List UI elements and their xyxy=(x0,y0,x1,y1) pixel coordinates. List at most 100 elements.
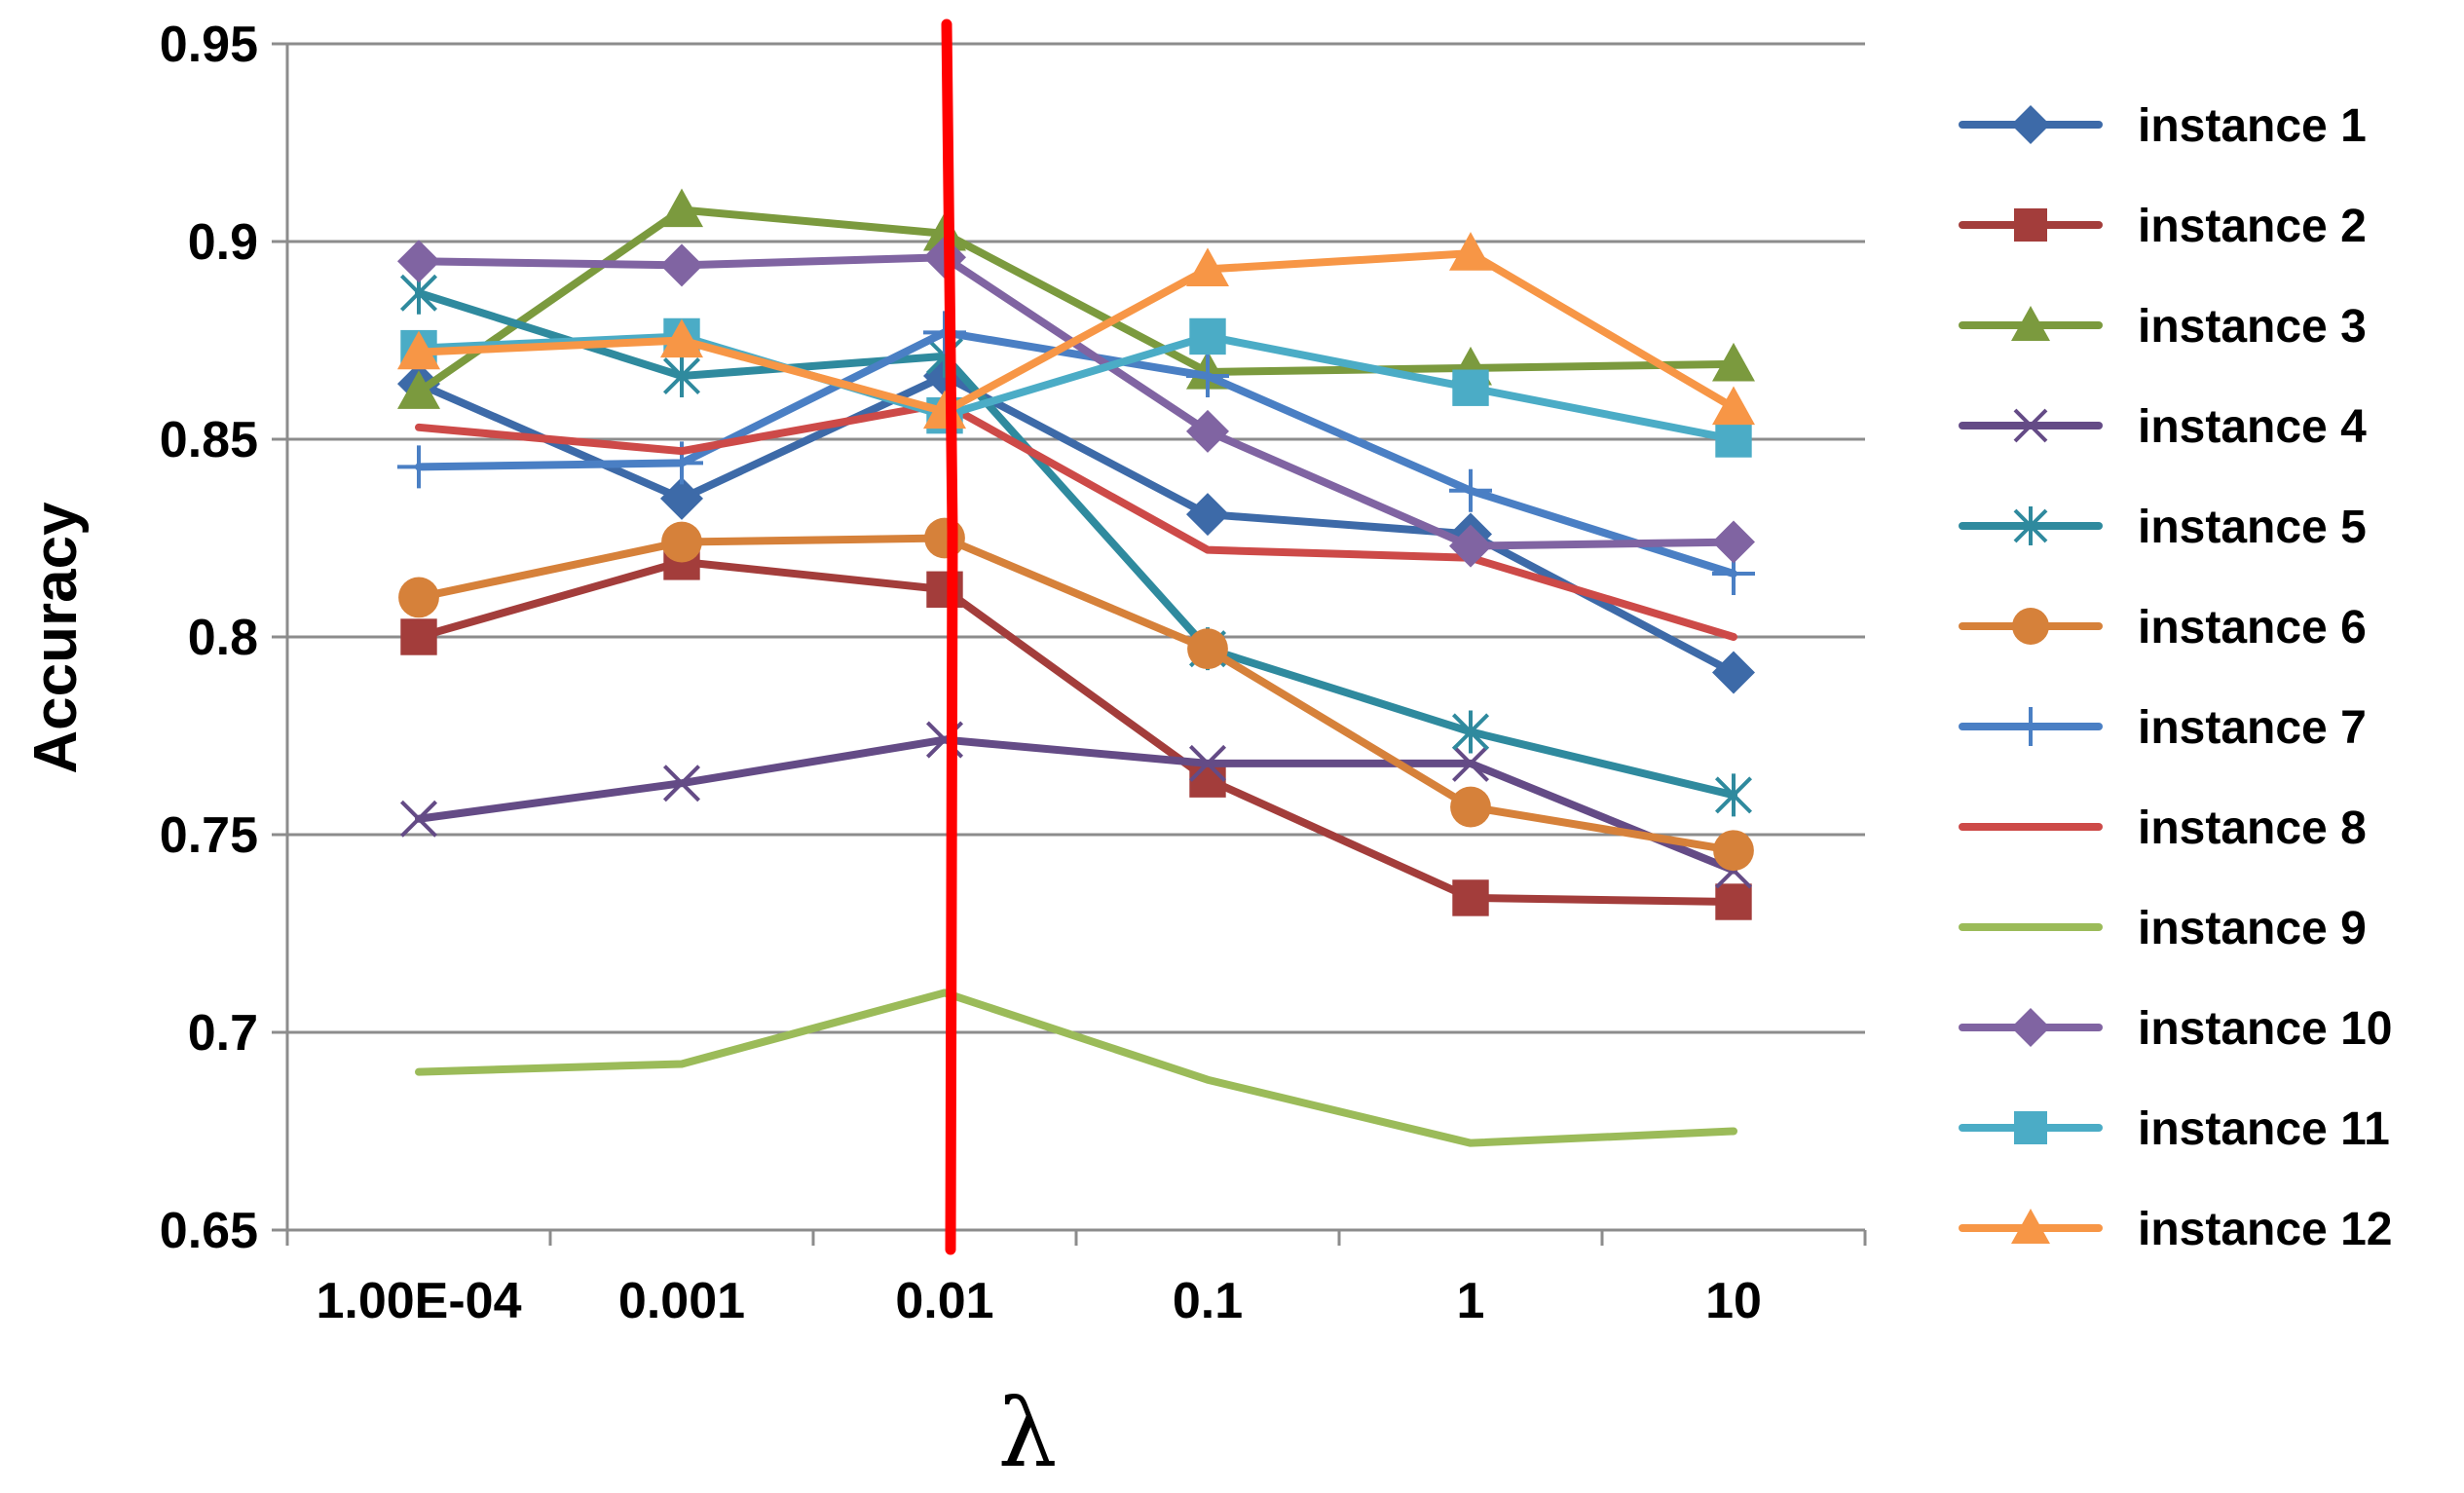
legend-label: instance 10 xyxy=(2138,1003,2392,1055)
legend-marker xyxy=(2011,105,2050,144)
data-point xyxy=(1188,744,1227,782)
x-tick-label: 0.1 xyxy=(1173,1273,1243,1329)
series-2 xyxy=(400,543,1752,920)
series-line xyxy=(415,557,1737,907)
legend-label: instance 9 xyxy=(2138,903,2367,954)
data-point xyxy=(400,618,437,655)
legend-marker xyxy=(2011,1209,2050,1244)
x-tick-label: 1.00E-04 xyxy=(316,1273,521,1329)
data-point xyxy=(1449,232,1492,271)
legend-marker xyxy=(2011,707,2050,746)
data-point xyxy=(662,765,701,802)
legend-label: instance 1 xyxy=(2138,100,2367,152)
legend-label: instance 8 xyxy=(2138,802,2367,854)
series-line xyxy=(415,989,1737,1147)
data-point xyxy=(1186,247,1229,287)
y-tick-label: 0.85 xyxy=(160,412,258,468)
reference-line-layer xyxy=(941,19,958,1255)
legend-label: instance 5 xyxy=(2138,502,2367,553)
legend: instance 1 instance 2 instance 3 instance 4… xyxy=(1959,100,2392,1255)
legend-marker xyxy=(2014,208,2047,242)
series-line xyxy=(415,332,1737,443)
legend-item: instance 7 xyxy=(1959,702,2367,754)
data-point xyxy=(1452,879,1489,916)
legend-item: instance 5 xyxy=(1959,502,2367,553)
legend-item: instance 11 xyxy=(1959,1103,2390,1155)
y-axis-label: Accuracy xyxy=(22,502,90,774)
legend-item: instance 12 xyxy=(1959,1204,2392,1255)
data-point xyxy=(1712,520,1755,564)
data-point xyxy=(1712,342,1755,382)
data-point xyxy=(397,370,440,409)
y-tick-label: 0.8 xyxy=(188,610,258,666)
data-point xyxy=(1715,883,1752,920)
data-point xyxy=(397,330,440,370)
legend-label: instance 4 xyxy=(2138,401,2367,453)
legend-item: instance 1 xyxy=(1959,100,2367,152)
y-tick-label: 0.7 xyxy=(188,1005,258,1062)
series-9 xyxy=(415,989,1737,1147)
data-point xyxy=(399,800,438,838)
legend-label: instance 7 xyxy=(2138,702,2367,754)
series-line xyxy=(415,735,1737,875)
series-line xyxy=(415,288,1737,800)
x-tick-label: 0.01 xyxy=(895,1273,993,1329)
y-tick-label: 0.75 xyxy=(160,807,258,864)
data-point xyxy=(1451,710,1490,754)
legend-label: instance 2 xyxy=(2138,201,2367,252)
series-line xyxy=(415,249,1737,416)
legend-item: instance 4 xyxy=(1959,401,2367,453)
legend-marker xyxy=(2012,608,2049,645)
legend-label: instance 6 xyxy=(2138,602,2367,653)
series-8 xyxy=(415,399,1737,641)
y-tick-label: 0.95 xyxy=(160,17,258,73)
data-point xyxy=(660,188,703,228)
legend-marker xyxy=(2011,1008,2050,1047)
series-line xyxy=(415,328,1737,579)
data-point xyxy=(1712,651,1755,694)
legend-label: instance 12 xyxy=(2138,1204,2392,1255)
data-point xyxy=(1450,786,1491,828)
series-line xyxy=(415,372,1737,677)
legend-label: instance 11 xyxy=(2138,1103,2390,1155)
series-line xyxy=(415,205,1737,396)
data-point xyxy=(1449,524,1492,568)
data-point xyxy=(1186,355,1229,398)
series-layer xyxy=(397,188,1755,1147)
series-7 xyxy=(397,311,1755,596)
data-point xyxy=(660,318,703,358)
data-point xyxy=(1715,421,1752,458)
legend-marker xyxy=(2013,506,2048,545)
legend-marker xyxy=(2014,1111,2047,1144)
series-6 xyxy=(398,517,1754,872)
reference-line xyxy=(941,19,958,1255)
legend-marker xyxy=(2013,408,2048,443)
data-point xyxy=(1186,409,1229,453)
legend-item: instance 9 xyxy=(1959,903,2367,954)
series-line xyxy=(415,399,1737,641)
data-point xyxy=(397,445,440,489)
x-tick-label: 0.001 xyxy=(618,1273,745,1329)
data-point xyxy=(1449,468,1492,512)
legend-item: instance 3 xyxy=(1959,301,2367,353)
data-point xyxy=(660,243,703,287)
data-point xyxy=(1452,369,1489,406)
data-point xyxy=(662,355,701,398)
data-point xyxy=(1189,317,1226,355)
data-point xyxy=(1713,830,1754,872)
legend-item: instance 8 xyxy=(1959,802,2367,854)
legend-marker xyxy=(2011,306,2050,341)
legend-item: instance 2 xyxy=(1959,201,2367,252)
data-point xyxy=(397,240,440,283)
data-point xyxy=(661,521,702,563)
data-point xyxy=(1186,493,1229,537)
data-point xyxy=(1187,628,1228,670)
data-point xyxy=(1451,744,1490,782)
x-tick-label: 10 xyxy=(1705,1273,1762,1329)
x-tick-labels: 1.00E-04 0.001 0.01 0.1 1 10 xyxy=(316,1273,1761,1329)
legend-item: instance 10 xyxy=(1959,1003,2392,1055)
x-axis-label: λ xyxy=(998,1379,1058,1488)
data-point xyxy=(1712,386,1755,426)
y-tick-label: 0.9 xyxy=(188,214,258,271)
